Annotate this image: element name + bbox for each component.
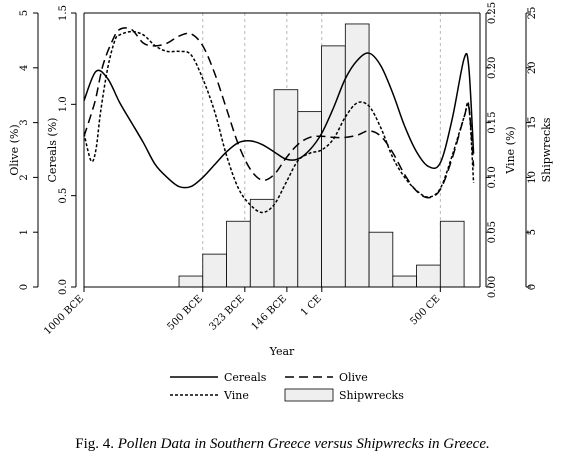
x-tick-label: 323 BCE xyxy=(208,293,247,332)
x-tick-label: 500 CE xyxy=(408,293,442,327)
olive-tick-label: 5 xyxy=(19,10,30,16)
shipwrecks-tick-label: 0 xyxy=(527,284,538,290)
vine-tick-label: 0.00 xyxy=(487,276,498,298)
shipwrecks-tick-label: 5 xyxy=(527,229,538,235)
x-axis-title: Year xyxy=(269,345,295,358)
legend-label-shipwrecks: Shipwrecks xyxy=(339,389,404,402)
cereals-axis-title: Cereals (%) xyxy=(46,118,59,183)
x-tick-label: 1000 BCE xyxy=(42,293,86,337)
shipwreck-bars xyxy=(178,23,465,288)
olive-tick-label: 3 xyxy=(19,119,30,125)
x-tick-label: 146 BCE xyxy=(250,293,289,332)
legend-label-vine: Vine xyxy=(223,389,249,402)
plot-frame xyxy=(83,12,481,288)
olive-tick-label: 1 xyxy=(19,229,30,235)
vine-tick-label: 0.20 xyxy=(487,57,498,79)
vine-tick-label: 0.10 xyxy=(487,166,498,188)
legend-label-cereals: Cereals xyxy=(224,371,267,384)
olive-axis-title: Olive (%) xyxy=(8,124,21,175)
shipwrecks-tick-label: 25 xyxy=(527,7,538,20)
series-lines xyxy=(83,27,475,214)
series-line-vine xyxy=(83,30,475,214)
olive-tick-label: 2 xyxy=(19,174,30,180)
vine-tick-label: 0.05 xyxy=(487,221,498,243)
cereals-tick-label: 0.5 xyxy=(58,188,69,204)
legend-label-olive: Olive xyxy=(339,371,368,384)
series-line-olive xyxy=(83,27,475,199)
shipwreck-bar xyxy=(368,231,394,288)
shipwrecks-tick-label: 10 xyxy=(527,171,538,184)
legend: Cereals Olive Vine Shipwrecks xyxy=(170,371,404,402)
caption-title: Pollen Data in Southern Greece versus Sh… xyxy=(117,436,490,452)
shipwreck-bar xyxy=(392,275,417,288)
shipwreck-bar xyxy=(439,220,465,288)
caption-prefix: Fig. 4. xyxy=(75,436,115,452)
x-tick-label: 1 CE xyxy=(299,293,324,318)
olive-tick-label: 4 xyxy=(19,65,30,71)
figure-caption: Fig. 4. Pollen Data in Southern Greece v… xyxy=(0,436,565,453)
shipwreck-bar xyxy=(178,275,204,288)
shipwrecks-tick-label: 20 xyxy=(527,61,538,74)
vine-tick-label: 0.25 xyxy=(487,2,498,24)
shipwrecks-tick-label: 15 xyxy=(527,116,538,129)
cereals-tick-label: 1.0 xyxy=(58,96,69,112)
cereals-tick-label: 0.0 xyxy=(58,279,69,295)
olive-tick-label: 0 xyxy=(19,284,30,290)
shipwreck-bar xyxy=(202,253,227,288)
shipwreck-bar xyxy=(416,264,441,288)
vine-axis-title: Vine (%) xyxy=(504,126,517,174)
shipwreck-bar xyxy=(226,220,251,288)
x-tick-label: 500 BCE xyxy=(165,293,204,332)
shipwreck-bar xyxy=(344,23,370,288)
shipwrecks-axis-title: Shipwrecks xyxy=(540,117,553,182)
shipwreck-bar xyxy=(273,89,299,288)
cereals-tick-label: 1.5 xyxy=(58,5,69,21)
shipwreck-bar xyxy=(321,45,346,288)
vine-tick-label: 0.15 xyxy=(487,111,498,133)
legend-swatch-shipwrecks xyxy=(284,388,334,402)
